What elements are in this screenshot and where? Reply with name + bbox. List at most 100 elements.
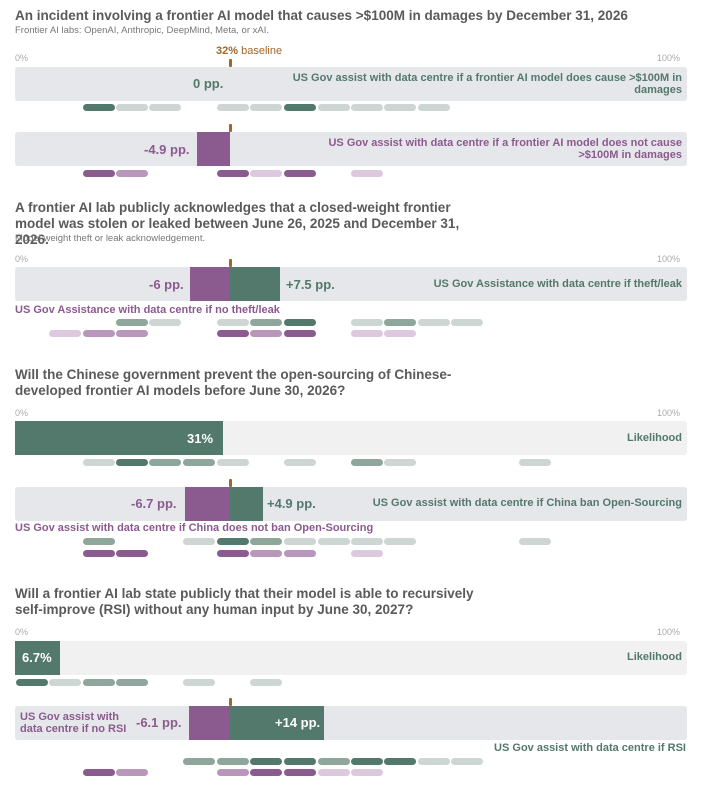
indicator-pill bbox=[384, 538, 416, 545]
chart4-s1-change: +14 pp. bbox=[275, 715, 321, 730]
chart3-s1-name: US Gov assist with data centre if China … bbox=[372, 497, 682, 509]
indicator-pill bbox=[217, 769, 249, 776]
indicator-pill bbox=[451, 758, 483, 765]
indicator-pill bbox=[318, 769, 350, 776]
chart4-s2-bar bbox=[189, 706, 231, 740]
chart4-track bbox=[15, 706, 687, 740]
chart2-baseline-tick bbox=[229, 259, 232, 267]
indicator-pill bbox=[217, 319, 249, 326]
indicator-pill bbox=[250, 758, 282, 765]
indicator-pill bbox=[250, 319, 282, 326]
chart2-s1-bar bbox=[230, 267, 281, 301]
chart1-track-2 bbox=[15, 132, 687, 166]
indicator-pill bbox=[451, 319, 483, 326]
indicator-pill bbox=[217, 170, 249, 177]
chart4-s2-name-line1: US Gov assist with bbox=[20, 711, 120, 723]
indicator-pill bbox=[217, 758, 249, 765]
chart4-s2-change: -6.1 pp. bbox=[136, 715, 182, 730]
chart3-s1-change: +4.9 pp. bbox=[267, 496, 316, 511]
indicator-pill bbox=[183, 679, 215, 686]
indicator-pill bbox=[318, 538, 350, 545]
chart2-s2-name: US Gov Assistance with data centre if no… bbox=[15, 304, 280, 316]
indicator-pill bbox=[83, 550, 115, 557]
indicator-pill bbox=[384, 319, 416, 326]
indicator-pill bbox=[183, 459, 215, 466]
indicator-pill bbox=[284, 459, 316, 466]
chart2-s1-change: +7.5 pp. bbox=[286, 277, 335, 292]
indicator-pill bbox=[418, 104, 450, 111]
chart1-track-1 bbox=[15, 67, 687, 101]
chart2-subtitle: Model weight theft or leak acknowledgeme… bbox=[15, 233, 206, 244]
indicator-pill bbox=[351, 769, 383, 776]
indicator-pill bbox=[217, 538, 249, 545]
indicator-pill bbox=[83, 330, 115, 337]
indicator-pill bbox=[284, 170, 316, 177]
indicator-pill bbox=[83, 104, 115, 111]
indicator-pill bbox=[116, 679, 148, 686]
chart4-likelihood-track bbox=[15, 641, 687, 675]
indicator-pill bbox=[250, 538, 282, 545]
chart1-s1-name: US Gov assist with data centre if a fron… bbox=[292, 72, 682, 96]
indicator-pill bbox=[284, 330, 316, 337]
indicator-pill bbox=[250, 330, 282, 337]
chart4-title: Will a frontier AI lab state publicly th… bbox=[15, 586, 474, 617]
indicator-pill bbox=[116, 769, 148, 776]
indicator-pill bbox=[116, 104, 148, 111]
indicator-pill bbox=[351, 538, 383, 545]
indicator-pill bbox=[83, 769, 115, 776]
chart3-title: Will the Chinese government prevent the … bbox=[15, 367, 452, 398]
indicator-pill bbox=[217, 550, 249, 557]
indicator-pill bbox=[284, 104, 316, 111]
indicator-pill bbox=[149, 319, 181, 326]
chart4-likelihood-value: 6.7% bbox=[22, 650, 52, 665]
indicator-pill bbox=[217, 104, 249, 111]
chart3-likelihood-bar bbox=[15, 421, 224, 455]
chart3-s2-name: US Gov assist with data centre if China … bbox=[15, 522, 374, 534]
indicator-pill bbox=[149, 104, 181, 111]
chart1-subtitle: Frontier AI labs: OpenAI, Anthropic, Dee… bbox=[15, 25, 269, 36]
indicator-pill bbox=[183, 758, 215, 765]
chart1-axis-max: 100% bbox=[657, 53, 681, 63]
chart4-likelihood-bar bbox=[15, 641, 61, 675]
chart2-axis-min: 0% bbox=[15, 254, 29, 264]
indicator-pill bbox=[318, 758, 350, 765]
chart2-title: A frontier AI lab publicly acknowledges … bbox=[15, 200, 460, 247]
chart1-baseline-label: 32% baseline bbox=[216, 45, 282, 57]
chart4-likelihood-name: Likelihood bbox=[627, 651, 682, 663]
indicator-pill bbox=[83, 170, 115, 177]
indicator-pill bbox=[83, 538, 115, 545]
indicator-pill bbox=[149, 459, 181, 466]
indicator-pill bbox=[384, 330, 416, 337]
indicator-pill bbox=[284, 550, 316, 557]
chart4-s2-name: US Gov assist with data centre if no RSI bbox=[20, 711, 126, 735]
chart1-baseline-tick-2 bbox=[229, 124, 232, 132]
indicator-pill bbox=[284, 769, 316, 776]
indicator-pill bbox=[519, 538, 551, 545]
chart3-s2-bar bbox=[185, 487, 231, 521]
indicator-pill bbox=[116, 330, 148, 337]
indicator-pill bbox=[250, 170, 282, 177]
chart4-s1-name: US Gov assist with data centre if RSI bbox=[494, 742, 686, 754]
chart4-baseline-tick bbox=[229, 698, 232, 706]
indicator-pill bbox=[384, 459, 416, 466]
indicator-pill bbox=[384, 758, 416, 765]
indicator-pill bbox=[83, 459, 115, 466]
chart4-axis-max: 100% bbox=[657, 627, 681, 637]
chart2-track bbox=[15, 267, 687, 301]
chart1-title: An incident involving a frontier AI mode… bbox=[15, 8, 628, 23]
chart4-axis-min: 0% bbox=[15, 627, 29, 637]
indicator-pill bbox=[284, 319, 316, 326]
chart1-s2-change: -4.9 pp. bbox=[144, 142, 190, 157]
indicator-pill bbox=[116, 550, 148, 557]
indicator-pill bbox=[250, 679, 282, 686]
indicator-pill bbox=[83, 679, 115, 686]
baseline-text: baseline bbox=[241, 45, 283, 57]
indicator-pill bbox=[116, 459, 148, 466]
chart3-likelihood-value: 31% bbox=[187, 431, 214, 446]
chart3-axis-max: 100% bbox=[657, 408, 681, 418]
chart4-s2-name-line2: data centre if no RSI bbox=[20, 723, 127, 735]
indicator-pill bbox=[217, 330, 249, 337]
chart2-axis-max: 100% bbox=[657, 254, 681, 264]
chart3-axis-min: 0% bbox=[15, 408, 29, 418]
chart2-s1-name: US Gov Assistance with data centre if th… bbox=[433, 278, 682, 290]
